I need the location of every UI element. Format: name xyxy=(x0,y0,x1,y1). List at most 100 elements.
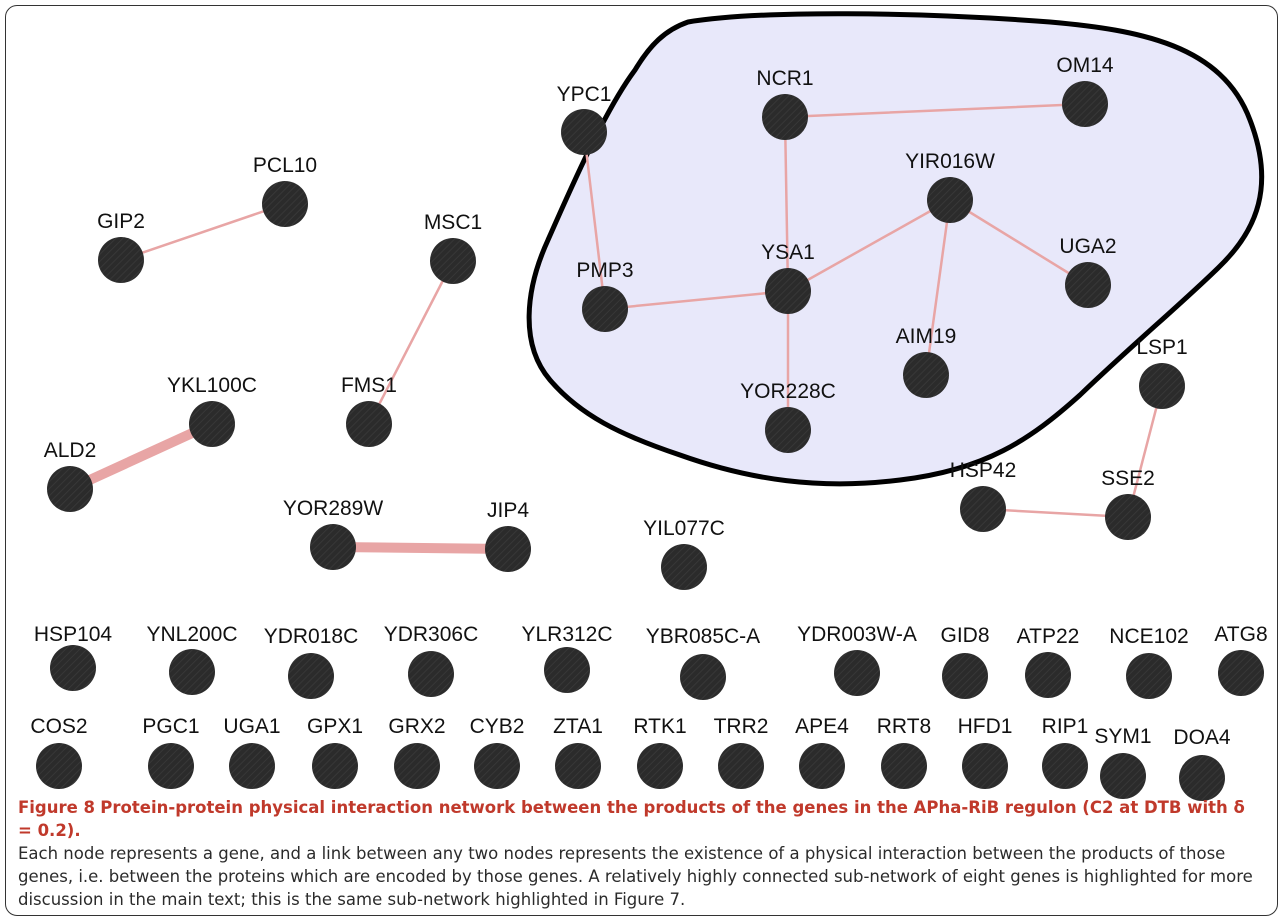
node-ybr085c-a: YBR085C-A xyxy=(646,625,760,700)
node-circle xyxy=(36,743,82,789)
node-circle xyxy=(1065,262,1111,308)
node-rrt8: RRT8 xyxy=(877,715,931,789)
node-label: PMP3 xyxy=(576,259,633,282)
node-circle xyxy=(1139,363,1185,409)
node-circle xyxy=(637,743,683,789)
node-label: YSA1 xyxy=(761,241,815,264)
node-label: JIP4 xyxy=(487,499,529,522)
node-circle xyxy=(262,181,308,227)
node-atp22: ATP22 xyxy=(1017,625,1080,698)
node-circle xyxy=(544,647,590,693)
node-gid8: GID8 xyxy=(940,624,990,699)
node-label: RTK1 xyxy=(633,715,686,738)
node-label: GRX2 xyxy=(388,715,445,738)
node-label: HSP104 xyxy=(34,623,113,646)
node-uga1: UGA1 xyxy=(223,715,281,789)
node-cyb2: CYB2 xyxy=(470,715,524,789)
node-label: PGC1 xyxy=(142,715,199,738)
node-circle xyxy=(1042,743,1088,789)
node-circle xyxy=(485,526,531,572)
node-uga2: UGA2 xyxy=(1059,235,1117,308)
node-circle xyxy=(47,466,93,512)
node-circle xyxy=(474,743,520,789)
node-ydr018c: YDR018C xyxy=(264,625,359,699)
node-label: ATP22 xyxy=(1017,625,1080,648)
node-circle xyxy=(229,743,275,789)
node-zta1: ZTA1 xyxy=(553,715,603,789)
edge-hsp42-sse2 xyxy=(981,507,1130,519)
node-circle xyxy=(765,407,811,453)
figure-caption: Figure 8 Protein-protein physical intera… xyxy=(18,796,1263,911)
node-label: YNL200C xyxy=(146,623,237,646)
edge-ncr1-ysa1 xyxy=(783,115,790,293)
node-label: GIP2 xyxy=(97,210,145,233)
node-sym1: SYM1 xyxy=(1094,725,1152,799)
node-ald2: ALD2 xyxy=(44,439,96,512)
edge-ypc1-pmp3 xyxy=(582,130,607,311)
node-label: RIP1 xyxy=(1042,715,1089,738)
node-circle xyxy=(169,649,215,695)
node-circle xyxy=(189,401,235,447)
node-label: ZTA1 xyxy=(553,715,603,738)
node-hsp104: HSP104 xyxy=(34,623,113,691)
edge-msc1-fms1 xyxy=(367,259,455,426)
node-label: COS2 xyxy=(30,715,87,738)
node-label: LSP1 xyxy=(1136,336,1187,359)
node-circle xyxy=(903,352,949,398)
node-grx2: GRX2 xyxy=(388,715,446,789)
node-circle xyxy=(762,94,808,140)
node-yor289w: YOR289W xyxy=(283,497,384,570)
node-label: YPC1 xyxy=(557,83,612,106)
node-rip1: RIP1 xyxy=(1042,715,1089,789)
node-circle xyxy=(881,743,927,789)
node-circle xyxy=(346,401,392,447)
node-label: DOA4 xyxy=(1173,726,1231,749)
node-circle xyxy=(1179,755,1225,801)
node-label: APE4 xyxy=(795,715,849,738)
node-sse2: SSE2 xyxy=(1101,467,1155,540)
node-circle xyxy=(834,650,880,696)
node-label: YIL077C xyxy=(643,517,725,540)
node-circle xyxy=(312,743,358,789)
node-label: YBR085C-A xyxy=(646,625,760,648)
node-label: YDR018C xyxy=(264,625,359,648)
node-ncr1: NCR1 xyxy=(756,67,814,140)
node-circle xyxy=(394,743,440,789)
node-yil077c: YIL077C xyxy=(643,517,725,590)
node-ydr003w-a: YDR003W-A xyxy=(797,623,917,696)
node-label: RRT8 xyxy=(877,715,931,738)
node-circle xyxy=(960,486,1006,532)
node-circle xyxy=(1218,650,1264,696)
node-circle xyxy=(1105,494,1151,540)
node-circle xyxy=(942,653,988,699)
node-yir016w: YIR016W xyxy=(905,150,995,223)
edge-yir016w-uga2 xyxy=(948,198,1090,287)
node-rtk1: RTK1 xyxy=(633,715,687,789)
node-label: UGA1 xyxy=(223,715,280,738)
node-hfd1: HFD1 xyxy=(958,715,1012,789)
node-circle xyxy=(288,653,334,699)
node-circle xyxy=(50,645,96,691)
node-label: FMS1 xyxy=(341,374,397,397)
node-pgc1: PGC1 xyxy=(142,715,200,789)
node-gpx1: GPX1 xyxy=(307,715,363,789)
node-circle xyxy=(148,743,194,789)
node-circle xyxy=(962,743,1008,789)
node-label: YKL100C xyxy=(167,374,257,397)
node-circle xyxy=(680,654,726,700)
node-circle xyxy=(310,524,356,570)
node-label: YDR306C xyxy=(384,623,479,646)
node-ysa1: YSA1 xyxy=(761,241,815,314)
node-jip4: JIP4 xyxy=(485,499,531,572)
node-ynl200c: YNL200C xyxy=(146,623,238,695)
node-circle xyxy=(765,268,811,314)
edge-yir016w-aim19 xyxy=(924,198,952,377)
node-cos2: COS2 xyxy=(30,715,88,789)
highlighted-subnetwork-region xyxy=(526,11,1265,487)
node-circle xyxy=(582,286,628,332)
node-label: YOR289W xyxy=(283,497,384,520)
node-atg8: ATG8 xyxy=(1214,623,1268,696)
edges-layer xyxy=(65,102,1164,554)
caption-number: Figure 8 xyxy=(18,798,96,817)
